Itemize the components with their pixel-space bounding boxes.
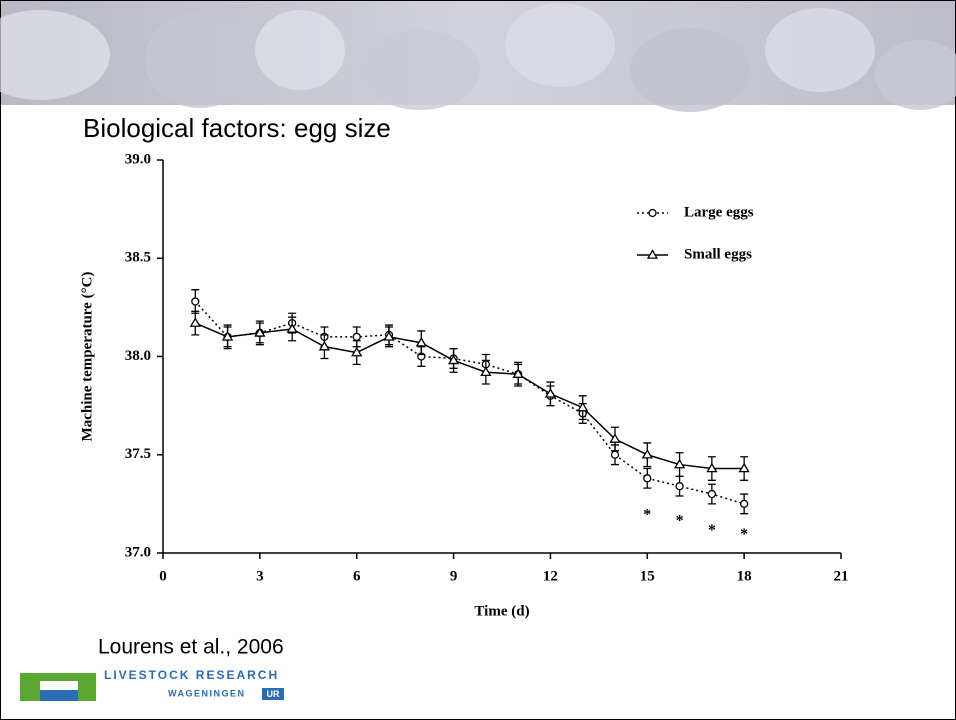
annotation: *	[708, 522, 716, 539]
marker	[610, 450, 620, 459]
annotation: *	[740, 526, 748, 543]
marker	[221, 331, 234, 341]
marker	[609, 433, 621, 443]
logo-block	[20, 673, 40, 701]
marker	[415, 336, 427, 347]
y-tick-label: 38.5	[125, 250, 151, 266]
marker	[480, 366, 492, 377]
legend-label: Small eggs	[684, 246, 752, 262]
annotation: *	[676, 512, 684, 529]
y-tick-label: 38.0	[125, 348, 151, 364]
logo-text: LIVESTOCK RESEARCH	[104, 668, 279, 682]
marker	[318, 340, 331, 351]
marker	[544, 388, 557, 398]
logo-block	[40, 673, 78, 681]
chart: 37.0 37.5 38.0 38.5 39.0 0 3 6 9 12 15 18 21 Time (d)…	[79, 151, 848, 619]
marker	[447, 354, 460, 365]
marker	[706, 462, 718, 473]
x-axis-label: Time (d)	[474, 603, 529, 619]
logo-badge-text: UR	[267, 689, 280, 699]
legend-label: Large eggs	[684, 204, 754, 220]
annotation: *	[643, 506, 651, 523]
marker	[739, 499, 749, 509]
x-tick-label: 18	[737, 568, 752, 584]
y-tick-label: 39.0	[125, 151, 151, 167]
logo-text: WAGENINGEN	[168, 688, 246, 698]
marker	[643, 474, 652, 483]
y-tick-label: 37.0	[125, 544, 151, 560]
marker	[351, 346, 363, 357]
series-line	[194, 322, 745, 470]
marker	[512, 368, 524, 378]
marker	[189, 317, 201, 327]
x-tick-label: 15	[640, 568, 655, 584]
x-tick-label: 0	[159, 568, 167, 584]
marker	[383, 331, 395, 341]
marker	[191, 297, 200, 306]
marker	[738, 462, 750, 473]
y-axis-label: Machine temperature (°C)	[79, 272, 95, 442]
logo-badge	[262, 688, 284, 700]
y-tick-label: 37.5	[125, 446, 151, 462]
logo-block	[78, 673, 96, 701]
x-tick-label: 3	[256, 568, 264, 584]
logo: LIVESTOCK RESEARCH WAGENINGEN UR	[20, 668, 284, 701]
series-line	[194, 300, 745, 505]
marker	[352, 332, 361, 342]
marker	[707, 489, 717, 499]
logo-block	[40, 690, 78, 701]
legend-marker	[648, 208, 657, 218]
citation: Lourens et al., 2006	[98, 636, 284, 659]
marker	[673, 458, 686, 469]
x-tick-label: 6	[353, 568, 361, 584]
marker	[254, 327, 266, 337]
marker	[286, 323, 298, 333]
legend-marker	[646, 249, 659, 259]
x-tick-label: 9	[450, 568, 458, 584]
marker	[641, 448, 653, 459]
marker	[675, 482, 684, 491]
marker	[577, 401, 589, 412]
banner	[0, 1, 956, 112]
x-tick-label: 12	[543, 568, 558, 584]
x-tick-label: 21	[834, 568, 849, 584]
slide-title: Biological factors: egg size	[83, 113, 391, 143]
